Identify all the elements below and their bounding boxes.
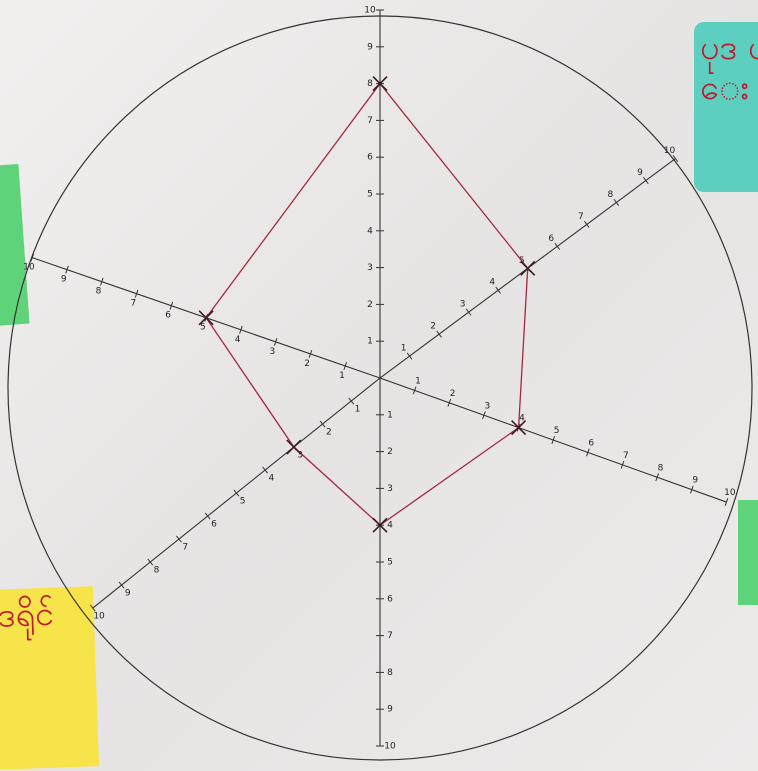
tick-label: 6: [165, 311, 171, 321]
tick-label: 5: [387, 558, 393, 568]
tick-label: 7: [623, 451, 629, 461]
tick-label: 5: [554, 426, 560, 436]
tick-label: 6: [548, 234, 554, 244]
tick-label: 1: [339, 371, 345, 381]
tick-label: 2: [326, 427, 332, 437]
photo: ပုဒ ပေး ဒရိုင် 1234567891012345678910123…: [0, 0, 758, 771]
tick-mark: [614, 199, 619, 205]
tick-label: 2: [387, 447, 393, 457]
tick-mark: [555, 243, 560, 249]
tick-label: 8: [367, 79, 373, 89]
data-point: [199, 311, 213, 325]
tick-label: 3: [270, 347, 276, 357]
tick-label: 10: [384, 742, 396, 752]
tick-label: 4: [489, 278, 495, 288]
data-point: [287, 440, 301, 454]
tick-mark: [437, 331, 442, 337]
tick-mark: [234, 490, 239, 496]
tick-label: 6: [211, 519, 217, 529]
tick-label: 9: [367, 42, 373, 52]
tick-label: 5: [200, 323, 206, 333]
tick-mark: [148, 559, 153, 565]
tick-label: 8: [387, 668, 393, 678]
tick-label: 9: [637, 168, 643, 178]
tick-label: 7: [130, 299, 136, 309]
tick-label: 9: [692, 476, 698, 486]
tick-mark: [349, 398, 354, 404]
tick-label: 5: [240, 496, 246, 506]
tick-label: 4: [269, 473, 275, 483]
tick-label: 1: [415, 376, 421, 386]
tick-mark: [263, 467, 268, 473]
tick-mark: [407, 353, 412, 359]
tick-label: 10: [364, 6, 376, 16]
tick-mark: [119, 582, 124, 588]
tick-label: 1: [387, 410, 393, 420]
tick-label: 3: [460, 300, 466, 310]
tick-label: 3: [484, 401, 490, 411]
tick-label: 8: [154, 565, 160, 575]
tick-label: 6: [588, 439, 594, 449]
tick-label: 4: [387, 521, 393, 531]
tick-label: 2: [430, 322, 436, 332]
tick-label: 6: [367, 153, 373, 163]
tick-label: 7: [367, 116, 373, 126]
tick-mark: [205, 513, 210, 519]
tick-mark: [644, 177, 649, 183]
tick-mark: [176, 536, 181, 542]
tick-label: 1: [401, 344, 407, 354]
tick-label: 10: [93, 611, 105, 621]
tick-label: 9: [125, 588, 131, 598]
tick-label: 3: [387, 484, 393, 494]
tick-label: 6: [387, 594, 393, 604]
tick-label: 7: [182, 542, 188, 552]
tick-label: 2: [304, 359, 310, 369]
tick-label: 10: [724, 488, 736, 498]
tick-label: 8: [96, 287, 102, 297]
tick-label: 1: [355, 404, 361, 414]
tick-label: 5: [367, 190, 373, 200]
tick-label: 9: [387, 705, 393, 715]
tick-label: 8: [608, 190, 614, 200]
tick-mark: [466, 309, 471, 315]
tick-label: 2: [450, 389, 456, 399]
tick-label: 2: [367, 300, 373, 310]
tick-label: 3: [367, 263, 373, 273]
tick-mark: [673, 155, 678, 161]
tick-label: 7: [387, 631, 393, 641]
tick-label: 7: [578, 212, 584, 222]
tick-label: 4: [235, 335, 241, 345]
tick-mark: [584, 221, 589, 227]
tick-label: 10: [664, 146, 676, 156]
tick-label: 9: [61, 275, 67, 285]
tick-mark: [90, 605, 95, 611]
tick-label: 1: [367, 337, 373, 347]
tick-mark: [496, 287, 501, 293]
tick-mark: [320, 421, 325, 427]
tick-label: 8: [658, 463, 664, 473]
chart: 1 2 3 4 5 6 7 8 9 10 1 2 3 4 5 6 7 8 9 10 1 2 3 4 5 6 7 8 9 10 1 2 3 4 5 6 7…: [0, 0, 758, 771]
tick-label: 10: [23, 263, 35, 273]
tick-label: 4: [367, 226, 373, 236]
